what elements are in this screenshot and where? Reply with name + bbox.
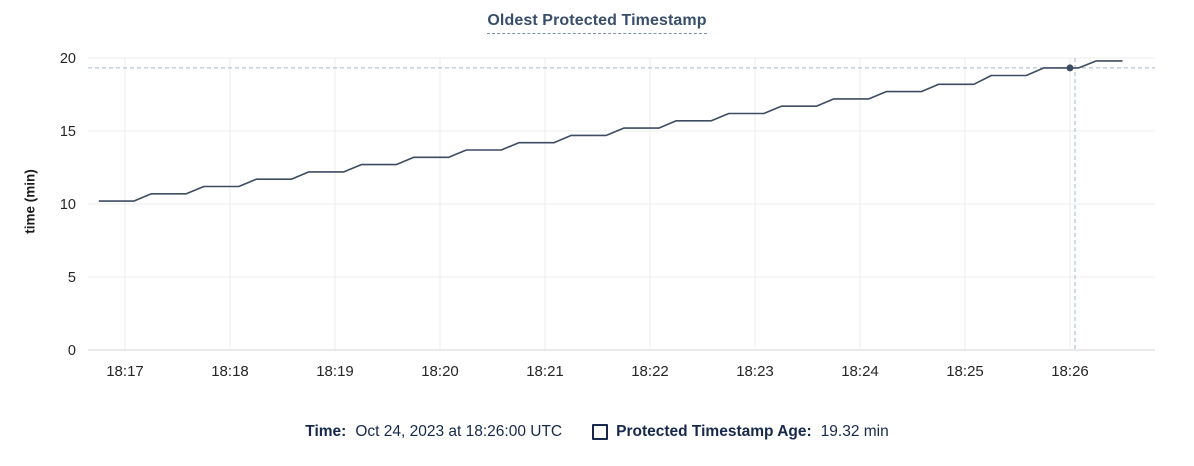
chart-header: Oldest Protected Timestamp <box>0 0 1194 40</box>
x-tick-label: 18:20 <box>421 363 459 380</box>
chart-title[interactable]: Oldest Protected Timestamp <box>487 12 707 34</box>
legend-time-value: Oct 24, 2023 at 18:26:00 UTC <box>355 423 563 440</box>
x-tick-label: 18:23 <box>736 363 774 380</box>
x-tick-label: 18:18 <box>211 363 249 380</box>
chart-legend: Time: Oct 24, 2023 at 18:26:00 UTC Prote… <box>0 419 1194 445</box>
x-tick-label: 18:26 <box>1051 363 1089 380</box>
y-tick-label: 0 <box>68 343 76 359</box>
x-tick-label: 18:24 <box>841 363 879 380</box>
x-tick-label: 18:25 <box>946 363 984 380</box>
y-tick-label: 5 <box>68 270 76 286</box>
series-line <box>98 60 1123 202</box>
y-tick-label: 10 <box>60 197 76 213</box>
legend-series-label: Protected Timestamp Age: <box>616 423 812 440</box>
legend-series-toggle[interactable]: Protected Timestamp Age: 19.32 min <box>592 419 889 445</box>
chart-plot-area[interactable]: 0 5 10 15 20 18:17 18:18 18:19 18:20 18:21 18:22 18… <box>0 40 1194 385</box>
x-tick-label: 18:22 <box>631 363 669 380</box>
x-tick-label: 18:17 <box>106 363 144 380</box>
legend-time-label: Time: <box>305 423 347 440</box>
y-tick-label: 20 <box>60 51 76 67</box>
legend-checkbox-icon[interactable] <box>592 424 609 440</box>
legend-series-value: 19.32 min <box>820 423 889 440</box>
chart-region: time (min) 0 5 10 15 20 18:17 18:18 18:19 18:20 1… <box>0 40 1194 385</box>
y-tick-label: 15 <box>60 124 76 140</box>
hover-point <box>1066 64 1074 72</box>
legend-time: Time: Oct 24, 2023 at 18:26:00 UTC <box>305 419 562 445</box>
x-tick-label: 18:19 <box>316 363 354 380</box>
x-tick-label: 18:21 <box>526 363 564 380</box>
